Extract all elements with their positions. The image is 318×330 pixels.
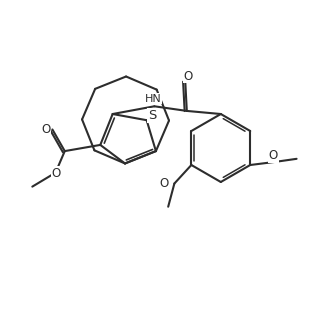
Text: O: O [41,123,50,136]
Text: HN: HN [144,94,161,104]
Text: O: O [269,148,278,162]
Text: O: O [184,70,193,82]
Text: O: O [52,167,61,180]
Text: S: S [148,109,156,122]
Text: O: O [160,177,169,190]
